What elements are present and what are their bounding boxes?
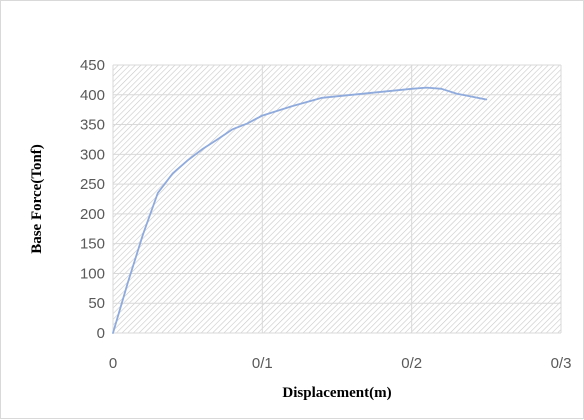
- series-group: [112, 86, 488, 334]
- series-line: [112, 86, 488, 334]
- y-tick-label: 450: [80, 57, 105, 74]
- y-tick-label: 0: [97, 325, 105, 342]
- x-tick-label: 0: [109, 355, 117, 372]
- x-tick-label: 0/1: [252, 355, 273, 372]
- y-tick-label: 250: [80, 176, 105, 193]
- y-tick-label: 200: [80, 206, 105, 223]
- y-tick-label: 300: [80, 146, 105, 163]
- plot-area: [113, 65, 561, 333]
- y-tick-label: 100: [80, 265, 105, 282]
- x-tick-label: 0/3: [551, 355, 572, 372]
- y-tick-label: 150: [80, 236, 105, 253]
- y-axis-title: Base Force(Tonf): [29, 144, 45, 254]
- y-tick-labels: 0 50 100 150 200 250 300 350 400 450: [80, 57, 105, 342]
- gridlines: [112, 64, 562, 334]
- y-tick-label: 350: [80, 117, 105, 134]
- y-tick-label: 50: [88, 295, 105, 312]
- x-axis-title: Displacement(m): [282, 385, 391, 401]
- x-tick-label: 0/2: [401, 355, 422, 372]
- x-tick-labels: 0 0/1 0/2 0/3: [109, 355, 572, 372]
- y-tick-label: 400: [80, 87, 105, 104]
